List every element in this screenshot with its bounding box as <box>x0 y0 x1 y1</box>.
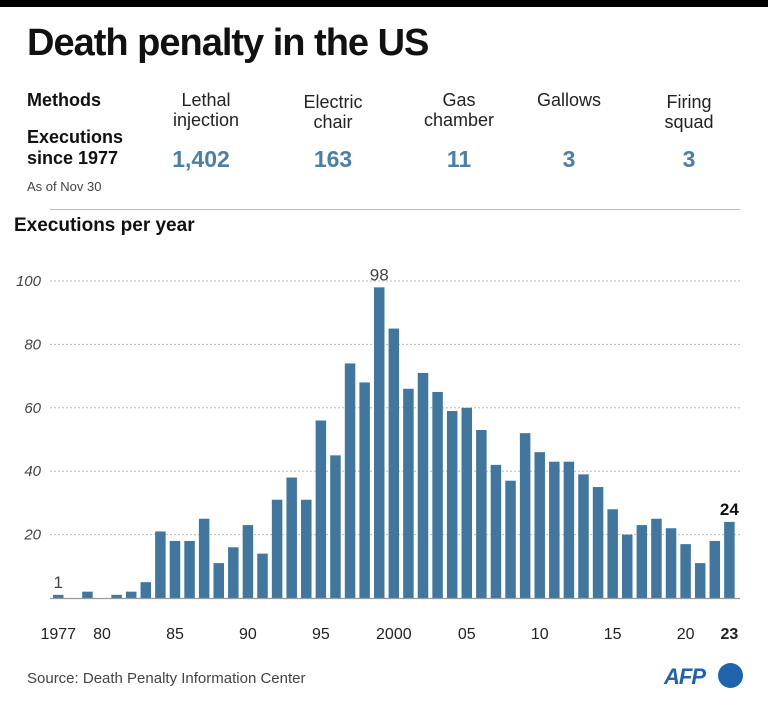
bar-2000 <box>388 328 400 598</box>
afp-logo-dot-icon <box>718 663 743 688</box>
y-tick-label: 80 <box>24 336 41 353</box>
x-tick-label: 20 <box>677 626 695 643</box>
bar-2011 <box>549 461 560 598</box>
bar-1997 <box>344 363 356 598</box>
bar-2020 <box>680 544 691 598</box>
bar-2015 <box>607 509 618 598</box>
method-gas-chamber: Gas chamber <box>404 90 514 130</box>
bar-2010 <box>534 452 545 598</box>
bar-2012 <box>563 461 575 598</box>
bar-2009 <box>519 433 531 598</box>
bar-2014 <box>592 487 604 598</box>
bar-1996 <box>330 455 341 598</box>
bar-2023 <box>724 521 735 598</box>
method-name-line1: Gallows <box>536 90 602 110</box>
bar-1988 <box>213 563 224 598</box>
bar-2021 <box>694 563 706 598</box>
x-tick-label: 15 <box>604 626 622 643</box>
top-bar <box>0 0 768 7</box>
x-tick-label: 23 <box>720 626 738 643</box>
data-label: 24 <box>720 500 739 519</box>
bar-2018 <box>651 518 662 598</box>
divider <box>50 209 740 210</box>
bar-1989 <box>228 547 239 598</box>
bar-1991 <box>257 553 268 598</box>
bar-2006 <box>476 429 487 598</box>
count-electric-chair: 163 <box>313 146 353 172</box>
bar-1993 <box>286 477 297 598</box>
bar-2008 <box>505 480 516 598</box>
bar-1982 <box>125 591 137 598</box>
executions-label-line1: Executions <box>27 127 124 147</box>
bar-1992 <box>271 499 283 598</box>
bar-1983 <box>140 582 152 598</box>
bar-2005 <box>461 407 473 598</box>
bar-1998 <box>359 382 370 598</box>
count-gas-chamber: 11 <box>446 146 472 172</box>
method-firing-squad: Firing squad <box>634 92 744 132</box>
bar-2002 <box>417 372 429 598</box>
method-lethal-injection: Lethal injection <box>151 90 261 130</box>
method-name-line2: injection <box>172 110 240 130</box>
bar-1986 <box>184 540 195 598</box>
count-firing-squad: 3 <box>682 146 696 172</box>
data-label: 1 <box>54 573 63 592</box>
bar-1977 <box>53 594 64 598</box>
x-tick-label: 05 <box>458 626 476 643</box>
y-tick-label: 20 <box>23 527 41 544</box>
bar-2004 <box>446 410 458 598</box>
bar-2013 <box>578 474 589 598</box>
bar-1987 <box>198 518 210 598</box>
method-gallows: Gallows <box>514 90 624 110</box>
y-tick-label: 100 <box>16 273 42 290</box>
x-tick-label: 10 <box>531 626 549 643</box>
bar-1984 <box>155 531 166 598</box>
bar-1979 <box>82 591 93 598</box>
count-lethal-injection: 1,402 <box>172 146 230 172</box>
source-note: Source: Death Penalty Information Center <box>27 670 306 687</box>
method-name-line2: chamber <box>423 110 495 130</box>
x-tick-label: 85 <box>166 626 184 643</box>
x-tick-label: 1977 <box>40 626 76 643</box>
x-tick-label: 90 <box>239 626 257 643</box>
bar-2017 <box>636 525 648 598</box>
bar-1981 <box>111 594 122 598</box>
y-tick-label: 40 <box>24 463 41 480</box>
x-tick-label: 95 <box>312 626 330 643</box>
bar-2007 <box>490 464 502 598</box>
bar-1994 <box>301 499 312 598</box>
bar-1990 <box>242 525 254 598</box>
page-title: Death penalty in the US <box>27 22 429 64</box>
executions-label-line2: since 1977 <box>27 148 119 168</box>
method-name-line2: chair <box>313 112 353 132</box>
bar-2016 <box>622 534 633 598</box>
x-tick-label: 2000 <box>376 626 412 643</box>
methods-label: Methods <box>27 90 101 110</box>
bar-2003 <box>432 391 443 598</box>
method-name-line1: Gas <box>442 90 476 110</box>
bar-1985 <box>169 540 181 598</box>
bar-2022 <box>709 540 721 598</box>
method-name-line1: Firing <box>666 92 712 112</box>
bar-1995 <box>315 420 327 598</box>
bar-2001 <box>403 388 414 598</box>
chart-title: Executions per year <box>14 215 195 236</box>
as-of-note: As of Nov 30 <box>27 179 102 194</box>
count-gallows: 3 <box>562 146 576 172</box>
x-tick-label: 80 <box>93 626 111 643</box>
data-label: 98 <box>370 265 389 284</box>
bar-1999 <box>373 287 385 598</box>
method-electric-chair: Electric chair <box>278 92 388 132</box>
bar-2019 <box>665 528 677 598</box>
afp-logo: AFP <box>664 664 706 689</box>
method-name-line2: squad <box>664 112 714 132</box>
y-tick-label: 60 <box>24 400 41 417</box>
method-name-line1: Electric <box>303 92 363 112</box>
method-name-line1: Lethal <box>181 90 231 110</box>
